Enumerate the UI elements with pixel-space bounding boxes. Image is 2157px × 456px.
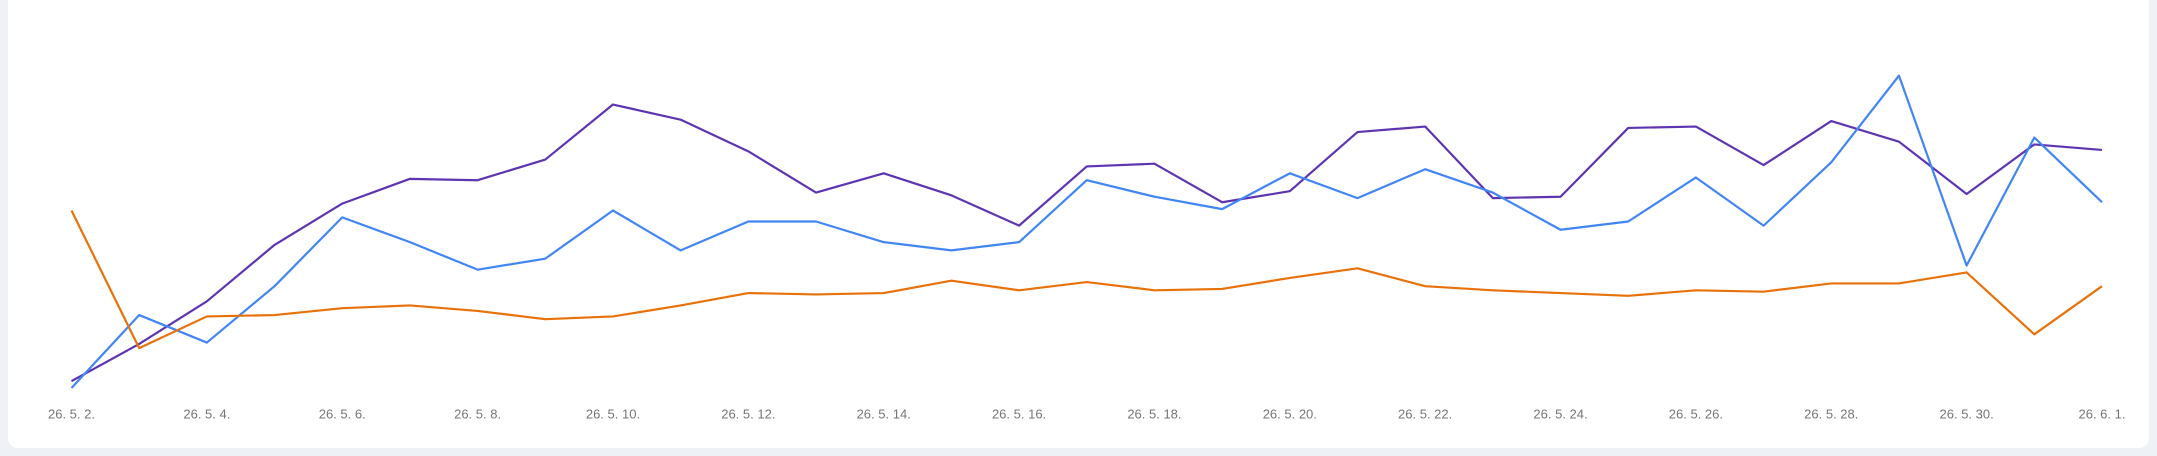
x-tick-label: 26. 5. 4. — [183, 406, 230, 421]
card — [8, 0, 2149, 448]
x-tick-label: 26. 5. 24. — [1533, 406, 1587, 421]
x-tick-label: 26. 5. 14. — [857, 406, 911, 421]
series-line — [70, 74, 2103, 389]
series-line — [70, 210, 2103, 350]
x-tick-label: 26. 5. 12. — [721, 406, 775, 421]
series-line — [70, 103, 2103, 383]
x-tick-label: 26. 5. 2. — [48, 406, 95, 421]
x-tick-label: 26. 5. 28. — [1804, 406, 1858, 421]
x-tick-label: 26. 5. 26. — [1669, 406, 1723, 421]
x-tick-label: 26. 5. 22. — [1398, 406, 1452, 421]
x-tick-label: 26. 5. 10. — [586, 406, 640, 421]
x-tick-label: 26. 5. 16. — [992, 406, 1046, 421]
x-tick-label: 26. 5. 20. — [1263, 406, 1317, 421]
x-tick-label: 26. 5. 30. — [1940, 406, 1994, 421]
x-tick-label: 26. 5. 18. — [1127, 406, 1181, 421]
x-tick-label: 26. 5. 6. — [319, 406, 366, 421]
x-tick-label: 26. 5. 8. — [454, 406, 501, 421]
x-tick-label: 26. 6. 1. — [2079, 406, 2126, 421]
